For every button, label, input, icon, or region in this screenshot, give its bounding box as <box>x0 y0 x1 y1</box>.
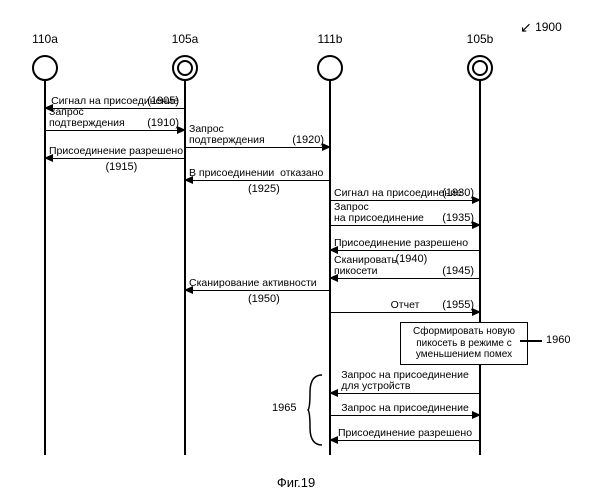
message-label: Отчет <box>391 300 420 311</box>
message-ref: (1950) <box>248 293 280 305</box>
message-m1965c: Присоединение разрешено <box>330 440 480 441</box>
message-label: Запросподтверждения <box>189 124 265 146</box>
message-ref: (1940) <box>395 253 427 265</box>
figure-ref-text: 1900 <box>535 20 562 34</box>
figure-caption: Фиг.19 <box>277 475 315 490</box>
message-m1920: Запросподтверждения(1920) <box>185 147 330 148</box>
actor-head-a1 <box>32 55 58 81</box>
message-m1915: Присоединение разрешено(1915) <box>45 158 185 159</box>
figure-ref: ↙ 1900 <box>520 18 562 35</box>
message-ref: (1905) <box>147 95 179 107</box>
lifeline-a2 <box>184 80 186 455</box>
message-label: Запросна присоединение <box>334 202 424 224</box>
actor-label-a2: 105a <box>172 32 199 46</box>
actor-head-a4 <box>467 55 493 81</box>
message-m1925: В присоединении отказано(1925) <box>185 180 330 181</box>
note-1960-ref: 1960 <box>546 334 570 346</box>
message-ref: (1920) <box>292 134 324 146</box>
message-label: Присоединение разрешено <box>338 428 472 439</box>
message-m1955: Отчет(1955) <box>330 312 480 313</box>
lifeline-a4 <box>479 80 481 455</box>
message-ref: (1925) <box>248 183 280 195</box>
message-label: Запросподтверждения <box>49 107 125 129</box>
message-m1910: Запросподтверждения(1910) <box>45 130 185 131</box>
message-m1940: Присоединение разрешено(1940) <box>330 250 480 251</box>
actor-label-a1: 110a <box>32 32 58 46</box>
message-m1965b: Запрос на присоединение <box>330 415 480 416</box>
actor-label-a3: 111b <box>318 32 343 46</box>
message-label: Запрос на присоединениедля устройств <box>341 370 469 392</box>
actor-label-a4: 105b <box>467 32 494 46</box>
message-ref: (1945) <box>442 265 474 277</box>
message-label: Сканирование активности <box>189 278 317 289</box>
brace-1965 <box>308 375 322 450</box>
brace-1965-ref: 1965 <box>272 402 296 414</box>
lifeline-a1 <box>44 80 46 455</box>
sequence-diagram: ↙ 1900 110a105a111b105b Сигнал на присое… <box>0 0 593 500</box>
actor-head-a3 <box>317 55 343 81</box>
message-label: Запрос на присоединение <box>341 403 469 414</box>
message-m1965a: Запрос на присоединениедля устройств <box>330 393 480 394</box>
note-1960-leader <box>520 340 542 342</box>
message-label: Присоединение разрешено <box>334 238 468 249</box>
message-label: Сканироватьпикосети <box>334 255 397 277</box>
lifeline-a3 <box>329 80 331 455</box>
message-m1935: Запросна присоединение(1935) <box>330 225 480 226</box>
message-ref: (1910) <box>147 117 179 129</box>
note-1960: Сформировать новуюпикосеть в режиме суме… <box>400 322 528 365</box>
actor-head-a2 <box>172 55 198 81</box>
message-ref: (1930) <box>442 187 474 199</box>
message-ref: (1935) <box>442 212 474 224</box>
message-m1945: Сканироватьпикосети(1945) <box>330 278 480 279</box>
message-ref: (1915) <box>105 161 137 173</box>
message-m1950: Сканирование активности(1950) <box>185 290 330 291</box>
message-label: В присоединении отказано <box>189 168 323 179</box>
figure-ref-arrow: ↙ <box>520 19 532 35</box>
message-label: Присоединение разрешено <box>49 146 183 157</box>
message-ref: (1955) <box>442 299 474 311</box>
